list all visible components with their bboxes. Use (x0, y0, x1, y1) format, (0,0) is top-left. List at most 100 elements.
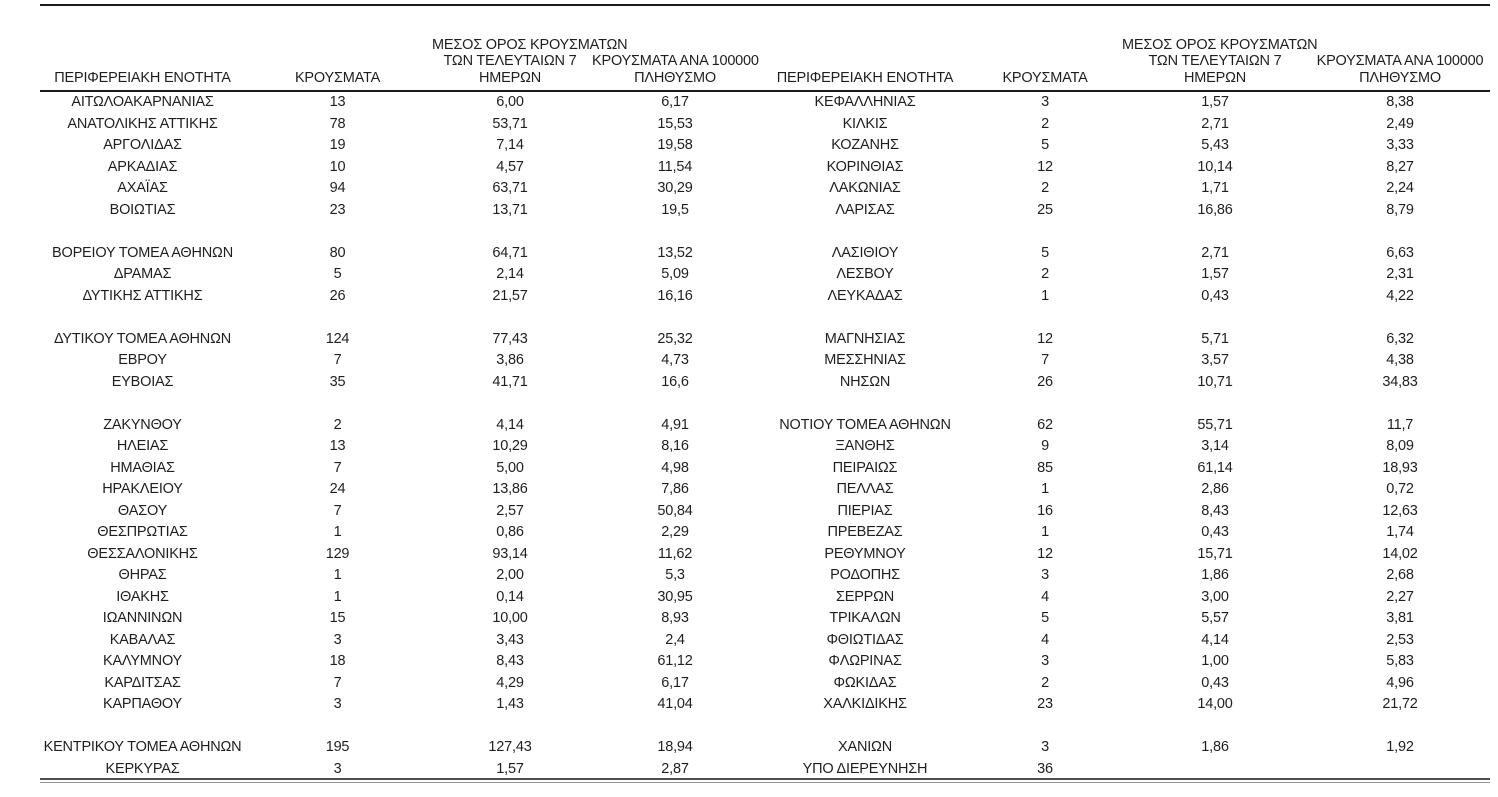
header-region-label: ΠΕΡΙΦΕΡΕΙΑΚΗ ΕΝΟΤΗΤΑ (54, 69, 231, 86)
per100k-cell-right: 6,63 (1386, 244, 1414, 261)
per100k-cell-right: 1,74 (1386, 524, 1414, 540)
header-avg7-line1: ΜΕΣΟΣ ΟΡΟΣ ΚΡΟΥΣΜΑΤΩΝ (432, 36, 628, 53)
cases-cell-left: 7 (333, 352, 342, 368)
avg7-cell-right: 1,86 (1201, 739, 1229, 755)
cases-cell-right: 12 (1037, 545, 1053, 562)
avg7-cell-left: 6,00 (496, 94, 524, 110)
cases-cell-right: 2 (1041, 674, 1049, 691)
region-cell-left: ΚΑΒΑΛΑΣ (109, 631, 176, 648)
cases-cell-right: 23 (1037, 696, 1053, 712)
region-cell-left: ΚΑΡΔΙΤΣΑΣ (104, 674, 181, 691)
cases-cell-left (245, 393, 430, 415)
avg7-cell-left: 4,29 (496, 674, 524, 691)
per100k-cell-right: 4,22 (1386, 287, 1414, 304)
cases-cell-right: 1 (1041, 287, 1049, 304)
avg7-cell-right: 4,14 (1201, 631, 1229, 648)
region-cell-left: ΗΜΑΘΙΑΣ (110, 459, 175, 476)
header-avg7-line2: ΤΩΝ ΤΕΛΕΥΤΑΙΩΝ 7 (443, 53, 577, 69)
cases-cell-left: 1 (333, 588, 342, 605)
cases-cell-right (970, 393, 1120, 415)
header-per100k-line2: ΠΛΗΘΥΣΜΟ (634, 69, 716, 86)
avg7-cell-left: 3,43 (496, 631, 524, 648)
region-cell-left: ΔΥΤΙΚΟΥ ΤΟΜΕΑ ΑΘΗΝΩΝ (53, 330, 231, 347)
region-cell-right: ΥΠΟ ΔΙΕΡΕΥΝΗΣΗ (802, 760, 928, 777)
bottom-rule (40, 778, 1490, 783)
cases-cell-right: 2 (1041, 266, 1049, 282)
cases-cell-left: 7 (333, 459, 342, 476)
region-cell-right: ΚΟΡΙΝΘΙΑΣ (826, 158, 904, 175)
cases-cell-left: 2 (333, 416, 342, 433)
per100k-cell-right: 8,79 (1386, 201, 1414, 218)
region-cell-right: ΦΩΚΙΔΑΣ (833, 674, 897, 691)
table-row: ΕΒΡΟΥ 7 3,86 4,73 ΜΕΣΣΗΝΙΑΣ 7 3,57 4,38 (40, 350, 1490, 372)
per100k-cell-left (590, 393, 760, 415)
cases-cell-right: 62 (1037, 416, 1053, 433)
table-row: ΚΑΒΑΛΑΣ 3 3,43 2,4 ΦΘΙΩΤΙΔΑΣ 4 4,14 2,53 (40, 630, 1490, 652)
per100k-cell-right: 18,93 (1382, 459, 1418, 476)
region-cell-left: ΚΑΡΠΑΘΟΥ (102, 696, 182, 712)
per100k-cell-left: 25,32 (657, 330, 693, 347)
regional-cases-table: ΠΕΡΙΦΕΡΕΙΑΚΗ ΕΝΟΤΗΤΑ ΚΡΟΥΣΜΑΤΑ ΜΕΣΟΣ ΟΡΟ… (40, 24, 1490, 780)
header-per100k-line1: ΚΡΟΥΣΜΑΤΑ ΑΝΑ 100000 (592, 53, 759, 69)
region-cell-right (760, 307, 970, 329)
region-cell-right: ΤΡΙΚΑΛΩΝ (829, 610, 901, 626)
per100k-cell-left: 4,73 (661, 352, 689, 368)
table-row: ΚΕΡΚΥΡΑΣ 3 1,57 2,87 ΥΠΟ ΔΙΕΡΕΥΝΗΣΗ 36 (40, 759, 1490, 781)
avg7-cell-left: 5,00 (496, 459, 524, 476)
table-row: ΚΑΛΥΜΝΟΥ 18 8,43 61,12 ΦΛΩΡΙΝΑΣ 3 1,00 5… (40, 651, 1490, 673)
avg7-cell-right (1120, 393, 1310, 415)
avg7-cell-right: 0,43 (1201, 524, 1229, 540)
per100k-cell-left (590, 716, 760, 738)
spacer-row (40, 393, 1490, 415)
avg7-cell-right: 2,71 (1201, 115, 1229, 132)
region-cell-left: ΑΡΚΑΔΙΑΣ (107, 158, 178, 175)
avg7-cell-right: 0,43 (1201, 674, 1229, 691)
region-cell-right: ΚΟΖΑΝΗΣ (831, 137, 899, 153)
cases-cell-left: 195 (325, 739, 350, 755)
cases-cell-left: 7 (333, 502, 342, 519)
cases-cell-right: 3 (1041, 94, 1049, 110)
region-cell-left: ΗΡΑΚΛΕΙΟΥ (102, 481, 183, 497)
spacer-row (40, 716, 1490, 738)
header-avg7-line1: ΜΕΣΟΣ ΟΡΟΣ ΚΡΟΥΣΜΑΤΩΝ (1122, 36, 1318, 53)
cases-cell-left: 13 (329, 94, 346, 110)
cases-cell-left: 129 (325, 545, 350, 562)
header-avg7-left: ΜΕΣΟΣ ΟΡΟΣ ΚΡΟΥΣΜΑΤΩΝ ΤΩΝ ΤΕΛΕΥΤΑΙΩΝ 7 Η… (430, 24, 628, 92)
avg7-cell-right: 16,86 (1197, 201, 1233, 218)
avg7-cell-right: 5,57 (1201, 610, 1229, 626)
region-cell-left: ΚΑΛΥΜΝΟΥ (102, 653, 183, 669)
per100k-cell-left: 5,09 (661, 266, 689, 282)
avg7-cell-right: 5,71 (1201, 330, 1229, 347)
cases-cell-right: 5 (1041, 137, 1049, 153)
avg7-cell-left (430, 221, 590, 243)
spacer-row (40, 221, 1490, 243)
avg7-cell-right: 8,43 (1201, 502, 1229, 519)
region-cell-left (40, 307, 245, 329)
per100k-cell-left: 15,53 (657, 115, 693, 132)
cases-cell-right: 26 (1037, 373, 1053, 390)
cases-cell-left: 3 (333, 760, 342, 777)
cases-cell-left: 19 (329, 137, 346, 153)
region-cell-left: ΗΛΕΙΑΣ (116, 438, 169, 454)
cases-cell-right: 85 (1037, 459, 1053, 476)
per100k-cell-right: 8,09 (1386, 438, 1414, 454)
spacer-row (40, 307, 1490, 329)
per100k-cell-left: 30,95 (657, 588, 693, 605)
avg7-cell-right: 0,43 (1201, 287, 1229, 304)
region-cell-left: ΘΑΣΟΥ (117, 502, 168, 519)
per100k-cell-right: 11,7 (1386, 416, 1414, 433)
cases-cell-right: 7 (1041, 352, 1049, 368)
per100k-cell-right: 2,53 (1386, 631, 1414, 648)
avg7-cell-right: 15,71 (1197, 545, 1233, 562)
cases-cell-right: 2 (1041, 115, 1049, 132)
avg7-cell-right: 1,00 (1201, 653, 1229, 669)
table-row: ΒΟΡΕΙΟΥ ΤΟΜΕΑ ΑΘΗΝΩΝ 80 64,71 13,52 ΛΑΣΙ… (40, 243, 1490, 265)
per100k-cell-right: 2,31 (1386, 266, 1414, 282)
per100k-cell-left (590, 307, 760, 329)
per100k-cell-right: 12,63 (1382, 502, 1418, 519)
region-cell-left: ΕΥΒΟΙΑΣ (111, 373, 174, 390)
top-rule (40, 4, 1490, 6)
region-cell-right: ΛΑΣΙΘΙΟΥ (831, 244, 899, 261)
cases-cell-left: 13 (329, 438, 346, 454)
avg7-cell-right: 1,57 (1201, 94, 1229, 110)
